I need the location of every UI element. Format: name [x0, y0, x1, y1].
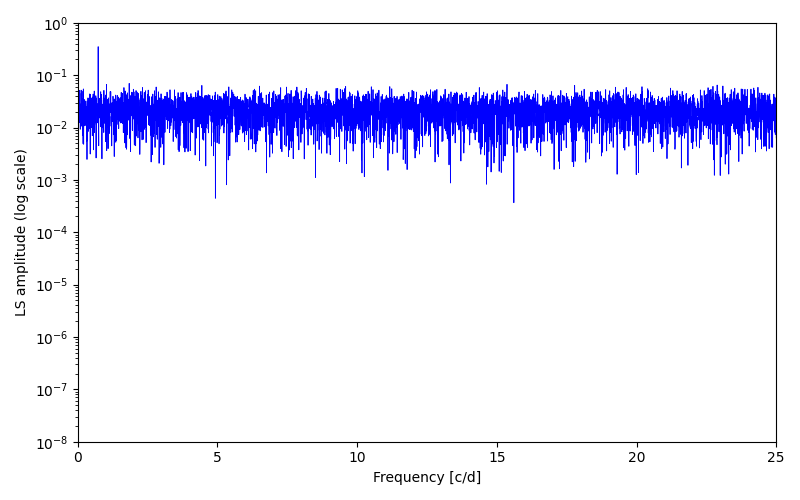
X-axis label: Frequency [c/d]: Frequency [c/d] [373, 471, 481, 485]
Y-axis label: LS amplitude (log scale): LS amplitude (log scale) [15, 148, 29, 316]
